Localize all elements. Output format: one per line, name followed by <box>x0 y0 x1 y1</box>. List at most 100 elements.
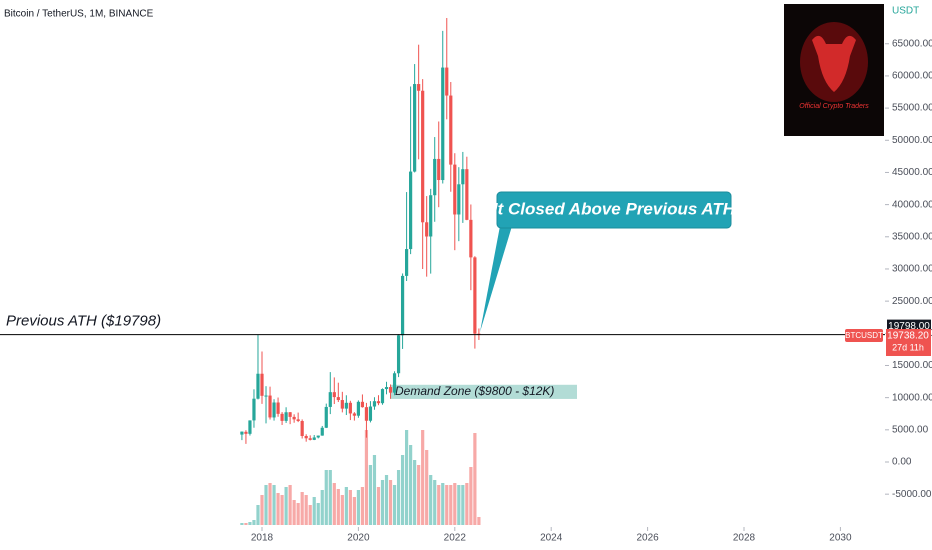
volume-bar <box>400 455 405 525</box>
y-tick-label: 0.00 <box>892 457 912 468</box>
candle-body <box>461 169 465 185</box>
volume-bar <box>264 485 268 525</box>
x-tick-label: 2026 <box>636 533 659 544</box>
volume-bar <box>388 480 393 525</box>
axis-layer: -5000.000.005000.0010000.0015000.0020000… <box>251 0 932 550</box>
y-tick-label: 15000.00 <box>892 360 932 371</box>
y-tick-label: 60000.00 <box>892 71 932 82</box>
volume-bar <box>348 490 352 525</box>
candle-body <box>445 67 449 96</box>
x-tick-label: 2028 <box>733 533 756 544</box>
candle-body <box>392 373 397 393</box>
candle-body <box>340 400 344 409</box>
x-tick-label: 2024 <box>540 533 563 544</box>
price-axis-bg <box>885 0 932 550</box>
volume-bar <box>248 522 252 525</box>
candle-body <box>368 406 373 421</box>
candle-body <box>332 392 336 398</box>
volume-bar <box>409 445 413 525</box>
volume-layer <box>240 430 481 525</box>
volume-bar <box>292 500 296 525</box>
volume-bar <box>437 485 441 525</box>
volume-bar <box>396 470 401 525</box>
candle-body <box>292 416 296 420</box>
candle-body <box>453 164 457 215</box>
volume-bar <box>368 465 373 525</box>
callout: It Closed Above Previous ATH <box>480 191 736 332</box>
volume-bar <box>240 523 244 525</box>
volume-bar <box>316 503 320 525</box>
candle-body <box>304 435 308 439</box>
volume-bar <box>280 495 284 525</box>
candle-body <box>288 412 292 417</box>
demand-zone-label: Demand Zone ($9800 - $12K) <box>395 384 554 398</box>
y-tick-label: 65000.00 <box>892 38 932 49</box>
candle-body <box>388 387 393 393</box>
zone-layer: Demand Zone ($9800 - $12K) <box>390 384 577 399</box>
volume-bar <box>332 483 336 525</box>
callout-pointer <box>480 226 512 332</box>
candle-body <box>284 412 288 421</box>
volume-bar <box>252 520 256 525</box>
candle-body <box>336 397 340 401</box>
volume-bar <box>288 485 292 525</box>
volume-bar <box>376 487 381 525</box>
volume-bar <box>324 470 328 525</box>
x-tick-label: 2022 <box>444 533 467 544</box>
volume-bar <box>300 492 304 525</box>
volume-bar <box>304 495 308 525</box>
y-tick-label: -5000.00 <box>892 489 932 500</box>
logo: Official Crypto Traders <box>784 4 884 136</box>
candle-body <box>473 257 477 334</box>
candle-body <box>248 420 252 434</box>
candle-body <box>429 195 433 237</box>
candle-body <box>308 438 312 440</box>
volume-bar <box>308 505 312 525</box>
volume-bar <box>244 523 248 525</box>
volume-bar <box>364 430 369 525</box>
candle-body <box>405 249 409 276</box>
volume-bar <box>260 495 264 525</box>
volume-bar <box>284 487 288 525</box>
candle-body <box>328 392 332 407</box>
volume-bar <box>453 483 457 525</box>
volume-bar <box>441 483 445 525</box>
candle-body <box>344 402 348 409</box>
candle-body <box>437 158 441 181</box>
candle-body <box>256 373 260 399</box>
volume-bar <box>336 489 340 525</box>
candle-body <box>316 435 320 438</box>
candle-body <box>421 90 425 223</box>
logo-text: Official Crypto Traders <box>799 103 869 110</box>
ath-text: Previous ATH ($19798) <box>6 313 161 330</box>
volume-bar <box>449 485 453 525</box>
volume-bar <box>276 493 280 525</box>
volume-bar <box>360 487 365 525</box>
candle-body <box>264 395 268 397</box>
volume-bar <box>405 430 409 525</box>
candle-body <box>449 95 453 165</box>
volume-bar <box>328 470 332 525</box>
y-tick-label: 35000.00 <box>892 231 932 242</box>
volume-bar <box>445 485 449 525</box>
candle-body <box>348 402 352 414</box>
candle-body <box>280 413 284 421</box>
volume-bar <box>433 480 437 525</box>
volume-bar <box>417 465 421 525</box>
chart-title: Bitcoin / TetherUS, 1M, BINANCE <box>4 9 154 20</box>
candle-body <box>469 219 473 258</box>
symbol-box <box>845 328 883 342</box>
last-price-box <box>886 328 931 356</box>
volume-bar <box>312 497 316 525</box>
volume-bar <box>380 480 385 525</box>
candle-body <box>324 406 328 428</box>
y-tick-label: 30000.00 <box>892 264 932 275</box>
logo-bull <box>812 35 856 92</box>
price-layer: Previous ATH ($19798) <box>0 18 885 444</box>
volume-bar <box>429 475 433 525</box>
callout-box <box>496 191 732 229</box>
candle-body <box>272 402 276 418</box>
